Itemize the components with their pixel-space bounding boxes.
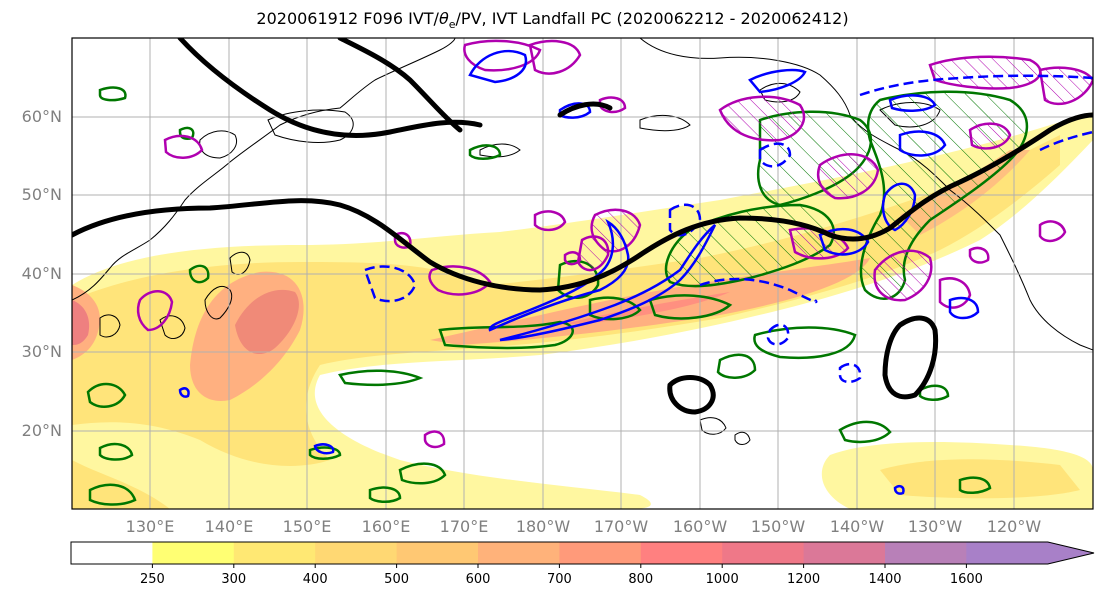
map-title: 2020061912 F096 IVT/θe/PV, IVT Landfall …: [256, 9, 849, 32]
lat-label: 60°N: [22, 107, 62, 126]
colorbar-tick-label: 1600: [950, 572, 983, 587]
colorbar-segment: [315, 542, 398, 564]
lat-label: 30°N: [22, 342, 62, 361]
colorbar-tick-label: 1000: [706, 572, 739, 587]
lon-label: 170°E: [440, 517, 489, 536]
lat-label: 50°N: [22, 185, 62, 204]
colorbar-tick-label: 700: [547, 572, 572, 587]
lat-label: 40°N: [22, 264, 62, 283]
lon-label: 130°E: [126, 517, 175, 536]
lat-labels: 60°N 50°N 40°N 30°N 20°N: [22, 107, 62, 440]
colorbar-segment: [233, 542, 316, 564]
colorbar-tick-label: 1200: [787, 572, 820, 587]
lon-label: 150°W: [751, 517, 806, 536]
lon-label: 120°W: [987, 517, 1042, 536]
lon-labels: 130°E 140°E 150°E 160°E 170°E 180°W 170°…: [126, 517, 1042, 536]
colorbar-segment: [722, 542, 805, 564]
colorbar-tick-label: 300: [221, 572, 246, 587]
jet-contours: [72, 38, 1093, 415]
lon-label: 160°W: [673, 517, 728, 536]
colorbar-tick-label: 1400: [868, 572, 901, 587]
lon-label: 180°W: [516, 517, 571, 536]
colorbar-tick-label: 800: [628, 572, 653, 587]
colorbar-segment: [478, 542, 560, 564]
lon-label: 160°E: [362, 517, 411, 536]
colorbar-segment: [885, 542, 967, 564]
lon-label: 150°E: [283, 517, 332, 536]
colorbar-extend-arrow: [966, 542, 1094, 564]
lon-label: 130°W: [908, 517, 963, 536]
map-frame: [71, 37, 1094, 510]
colorbar-segment: [71, 542, 153, 564]
colorbar-segment: [396, 542, 479, 564]
colorbar-segment: [559, 542, 642, 564]
colorbar-tick-label: 600: [466, 572, 491, 587]
ivt-colorbar: [70, 541, 1095, 565]
lon-label: 140°W: [830, 517, 885, 536]
colorbar-labels: 250 300 400 500 600 700 800 1000 1200 1400 1600: [140, 564, 983, 587]
colorbar-tick-label: 400: [303, 572, 328, 587]
colorbar-segment: [152, 542, 235, 564]
lat-label: 20°N: [22, 421, 62, 440]
lon-label: 170°W: [594, 517, 649, 536]
colorbar-outline: [70, 541, 1095, 565]
colorbar-segment: [803, 542, 886, 564]
colorbar-segment: [640, 542, 723, 564]
pv-contours: [136, 39, 1093, 449]
lon-label: 140°E: [205, 517, 254, 536]
colorbar-tick-label: 250: [140, 572, 165, 587]
colorbar-tick-label: 500: [384, 572, 409, 587]
